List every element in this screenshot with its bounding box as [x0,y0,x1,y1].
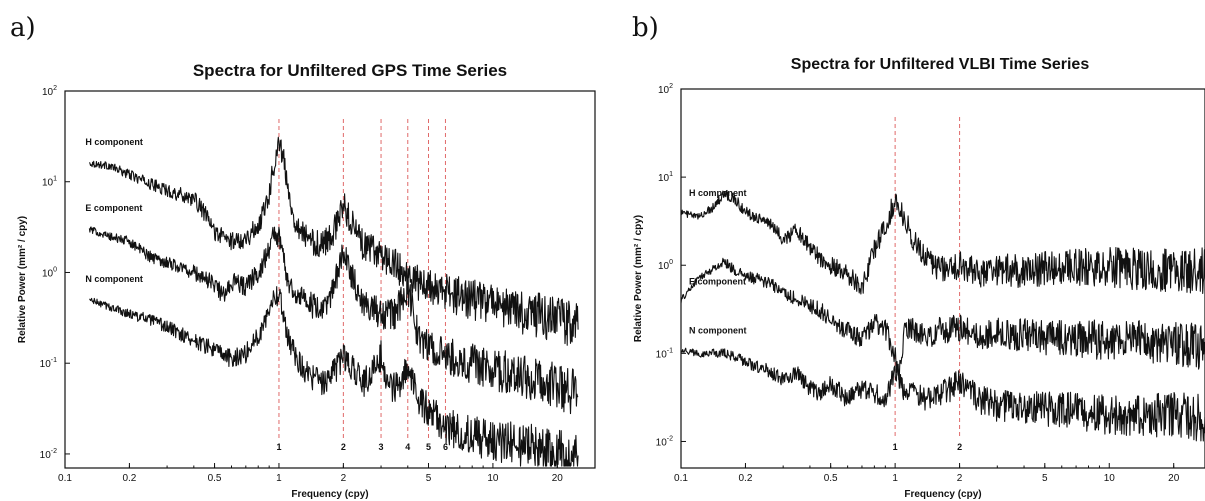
series-label: N component [85,274,143,284]
y-tick-label: 10-2 [656,435,673,448]
chart-panel-a: a) Spectra for Unfiltered GPS Time Series… [10,13,596,500]
x-tick-label: 2 [341,473,347,484]
reference-line-label: 6 [443,442,448,452]
series-line-h [88,136,579,346]
x-axis-label: Frequency (cpy) [291,489,368,500]
chart-title: Spectra for Unfiltered GPS Time Series [193,61,507,80]
x-tick-label: 5 [1042,473,1048,484]
plot-frame [64,90,596,469]
series-line-n [680,347,1205,442]
x-tick-label: 1 [892,473,898,484]
reference-line-label: 1 [893,442,898,452]
y-tick-label: 102 [658,83,673,96]
x-tick-label: 2 [957,473,963,484]
x-tick-label: 10 [1104,473,1116,484]
x-axis-label: Frequency (cpy) [904,489,981,500]
series-label: E component [689,276,746,286]
x-tick-label: 1 [276,473,282,484]
x-tick-label: 20 [1168,473,1180,484]
reference-line-label: 5 [426,442,431,452]
x-tick-label: 0.1 [674,473,688,484]
y-axis-label: Relative Power (mm² / cpy) [633,215,644,342]
series-line-e [680,257,1205,381]
series-label: N component [689,326,747,336]
y-tick-label: 100 [42,266,57,279]
series-line-h [680,189,1205,295]
x-tick-label: 0.2 [122,473,136,484]
reference-line-label: 1 [276,442,281,452]
y-tick-label: 100 [658,259,673,272]
x-tick-label: 0.1 [58,473,72,484]
chart-panel-b: b) Spectra for Unfiltered VLBI Time Serie… [632,13,1205,500]
y-tick-label: 10-1 [656,347,673,360]
x-tick-label: 5 [426,473,432,484]
y-tick-label: 101 [658,171,673,184]
plot-frame [680,88,1205,469]
series-label: E component [85,203,142,213]
y-tick-label: 10-2 [40,448,57,461]
y-tick-label: 102 [42,85,57,98]
x-tick-label: 20 [552,473,564,484]
panel-label: a) [10,13,36,43]
x-tick-label: 0.5 [208,473,222,484]
x-tick-label: 0.5 [824,473,838,484]
chart-title: Spectra for Unfiltered VLBI Time Series [791,56,1090,73]
y-tick-label: 10-1 [40,357,57,370]
x-tick-label: 10 [487,473,499,484]
series-label: H component [85,137,143,147]
reference-line-label: 4 [405,442,410,452]
x-tick-label: 0.2 [739,473,753,484]
reference-line-label: 2 [957,442,962,452]
series-label: H component [689,188,747,198]
series-line-e [88,226,579,415]
series-line-n [89,286,579,467]
panel-label: b) [632,13,659,43]
reference-line-label: 3 [379,442,384,452]
reference-line-label: 2 [341,442,346,452]
y-tick-label: 101 [42,176,57,189]
y-axis-label: Relative Power (mm² / cpy) [17,216,28,343]
